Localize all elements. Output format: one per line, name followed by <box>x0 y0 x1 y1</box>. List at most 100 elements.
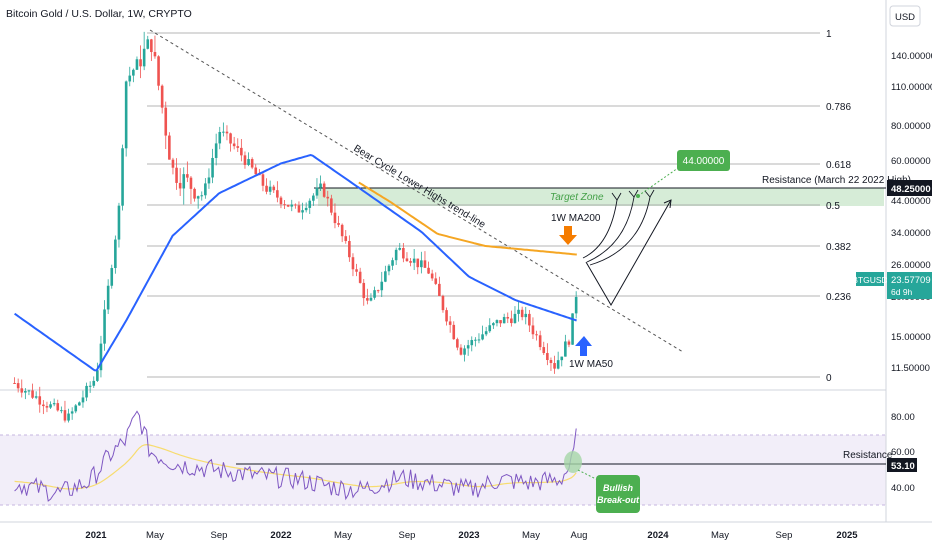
candle-body <box>326 196 330 199</box>
candle-body <box>175 167 178 183</box>
candle-body <box>355 269 358 272</box>
current-price-tag <box>887 272 932 299</box>
candle-body <box>564 341 567 357</box>
resistance-price-tag <box>887 180 932 196</box>
price-tick: 110.00000 <box>891 82 932 93</box>
candle-body <box>538 335 542 348</box>
rsi-axis[interactable]: 80.00 60.00 40.00 <box>891 412 915 494</box>
candle-body <box>70 411 74 414</box>
candle-body <box>571 313 574 345</box>
candle-body <box>477 339 481 341</box>
candle-body <box>268 186 272 192</box>
candle-body <box>110 268 114 286</box>
price-tick: 140.00000 <box>891 51 932 62</box>
candle-body <box>182 174 186 189</box>
candle-body <box>214 143 218 158</box>
candle-body <box>391 260 394 266</box>
candle-body <box>560 356 564 361</box>
candle-body <box>211 157 214 178</box>
fib-retracement[interactable]: 1 0.786 0.618 0.5 0.382 0.236 0 <box>147 29 851 384</box>
candle-body <box>160 85 164 108</box>
candle-body <box>103 309 106 344</box>
candle-body <box>427 267 430 274</box>
rsi-line[interactable] <box>14 410 577 502</box>
candle-body <box>135 59 139 70</box>
candle-body <box>92 380 96 386</box>
candle-body <box>254 167 258 175</box>
candle-body <box>117 205 121 240</box>
candle-body <box>124 81 128 149</box>
ma50-line[interactable] <box>14 153 577 372</box>
candle-body <box>531 325 535 335</box>
candle-body <box>466 345 470 349</box>
candle-body <box>272 186 276 191</box>
candle-body <box>384 271 387 282</box>
candle-body <box>45 406 49 408</box>
candle-body <box>27 390 31 392</box>
candle-body <box>247 159 250 165</box>
rsi-tick: 80.00 <box>891 412 915 423</box>
candle-body <box>517 309 520 314</box>
candle-body <box>63 410 67 421</box>
breakout-text-1: Bullish <box>603 483 634 493</box>
bear-trendline[interactable] <box>149 29 684 353</box>
candle-body <box>398 247 402 250</box>
candle-body <box>276 190 279 198</box>
candle-body <box>330 198 333 213</box>
candle-body <box>153 52 157 57</box>
projection-curve-1 <box>582 199 618 259</box>
candle-body <box>506 317 510 319</box>
candle-body <box>416 258 420 268</box>
candle-body <box>34 396 38 398</box>
candle-body <box>348 241 351 258</box>
candle-body <box>193 188 196 199</box>
resistance-label: Resistance (March 22 2022 High) <box>762 175 911 186</box>
time-axis[interactable]: 2021 May Sep 2022 May Sep 2023 May Aug 2… <box>85 530 858 541</box>
candle-body <box>283 204 286 206</box>
candle-body <box>56 403 60 411</box>
projection-curve-2 <box>586 196 635 263</box>
candle-body <box>369 297 373 301</box>
ma200-line[interactable] <box>358 181 577 256</box>
candle-body <box>553 363 556 369</box>
chart-title: Bitcoin Gold / U.S. Dollar, 1W, CRYPTO <box>6 8 192 20</box>
candle-body <box>510 318 513 324</box>
candle-body <box>297 205 301 213</box>
candle-body <box>441 295 445 311</box>
price-tick: 80.00000 <box>891 121 931 132</box>
candle-body <box>196 196 200 199</box>
candle-body <box>542 347 546 354</box>
projection-arrows <box>582 189 672 307</box>
candle-body <box>290 204 294 207</box>
candles[interactable] <box>13 31 578 423</box>
candle-body <box>412 258 416 263</box>
candle-body <box>13 382 16 384</box>
candle-body <box>488 325 492 332</box>
price-axis[interactable]: 140.00000 110.00000 80.00000 60.00000 44… <box>891 51 932 374</box>
currency-button[interactable] <box>889 5 921 27</box>
candle-body <box>402 247 405 259</box>
candle-body <box>556 360 560 369</box>
candle-body <box>574 296 578 314</box>
candle-body <box>168 135 171 160</box>
candle-body <box>178 182 182 189</box>
candle-body <box>524 313 528 318</box>
breakout-text-2: Break-out <box>597 495 640 505</box>
projection-curve-1-head <box>611 192 622 201</box>
ma50-label: 1W MA50 <box>569 359 613 370</box>
rsi-tick: 60.00 <box>891 447 915 458</box>
target-zone <box>318 188 884 206</box>
candle-body <box>222 131 225 133</box>
candle-body <box>286 204 290 207</box>
countdown-text: 6d 9h <box>891 287 913 297</box>
candle-body <box>380 281 384 291</box>
candle-body <box>74 405 78 412</box>
candle-body <box>549 360 553 364</box>
target-point <box>636 194 640 198</box>
projection-zigzag <box>585 199 672 307</box>
candle-body <box>150 39 153 53</box>
current-price-text: 23.57709 <box>891 275 931 286</box>
candle-body <box>243 155 247 165</box>
candle-body <box>121 148 124 206</box>
